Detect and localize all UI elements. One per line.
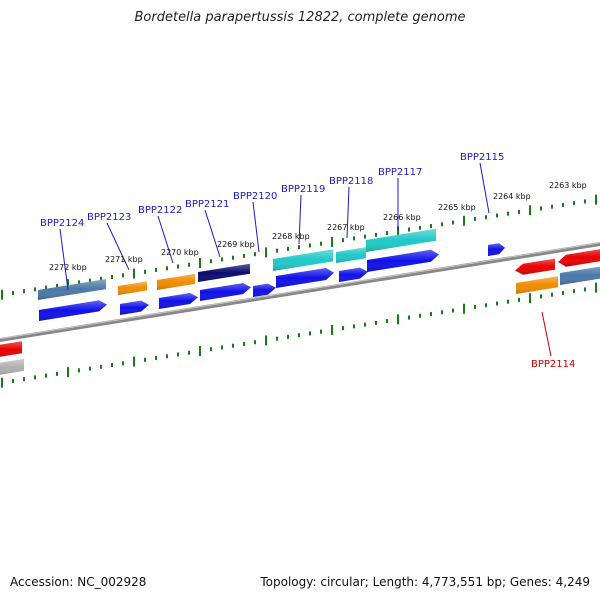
kbp-label: 2272 kbp xyxy=(49,263,87,272)
blue-feature-shade xyxy=(39,300,107,321)
gene-label-bpp2123: BPP2123 xyxy=(87,212,131,223)
red-feature-shade xyxy=(515,258,555,275)
genome-summary-text: Topology: circular; Length: 4,773,551 bp… xyxy=(260,575,590,589)
kbp-label: 2267 kbp xyxy=(327,223,365,232)
gene-label-bpp2119: BPP2119 xyxy=(281,184,325,195)
blue-feature-shade xyxy=(159,293,198,309)
backbone-highlight xyxy=(0,242,600,340)
blue-feature-shade xyxy=(200,283,251,301)
cyan-feature-shade xyxy=(336,247,366,263)
callout-line xyxy=(252,201,260,253)
accession-text: Accession: NC_002928 xyxy=(10,575,147,589)
blue-feature-shade xyxy=(488,243,505,256)
kbp-label: 2265 kbp xyxy=(438,203,476,212)
gene-label-bpp2120: BPP2120 xyxy=(233,191,277,202)
feature-track xyxy=(0,228,600,375)
blue-feature-shade xyxy=(367,249,439,272)
backbone-line xyxy=(0,241,600,343)
callout-line xyxy=(106,222,130,271)
kbp-label: 2268 kbp xyxy=(272,232,310,241)
callout-line xyxy=(204,209,221,258)
kbp-label: 2269 kbp xyxy=(217,240,255,249)
gene-label-bpp2124: BPP2124 xyxy=(40,218,84,229)
red-feature-shade xyxy=(558,249,600,267)
kbp-label: 2263 kbp xyxy=(549,181,587,190)
blue-feature-shade xyxy=(253,283,276,297)
gene-label-bpp2121: BPP2121 xyxy=(185,199,229,210)
callout-line xyxy=(59,228,69,291)
cyan-feature-shade xyxy=(366,228,436,252)
kbp-label: 2264 kbp xyxy=(493,192,531,201)
steelblue-feature-shade xyxy=(38,279,106,300)
kbp-label: 2270 kbp xyxy=(161,248,199,257)
navy-feature-shade xyxy=(198,263,250,282)
callout-line xyxy=(541,311,552,357)
gene-label-bpp2118: BPP2118 xyxy=(329,176,373,187)
steelblue-feature-shade xyxy=(560,266,600,285)
blue-feature-shade xyxy=(339,267,368,282)
inner-tick-track xyxy=(1,282,597,388)
gene-label-bpp2115: BPP2115 xyxy=(460,152,504,163)
kbp-label: 2271 kbp xyxy=(105,255,143,264)
gray-feature-shade xyxy=(0,358,24,375)
genome-backbone xyxy=(0,241,600,343)
cyan-feature-shade xyxy=(273,249,333,271)
callout-line xyxy=(479,162,490,214)
blue-feature-shade xyxy=(276,268,334,288)
kbp-label: 2266 kbp xyxy=(383,213,421,222)
red-feature-shade xyxy=(0,341,22,357)
orange-feature-shade xyxy=(157,273,195,290)
orange-feature-shade xyxy=(516,276,558,294)
map-title: Bordetella parapertussis 12822, complete… xyxy=(134,10,466,25)
callout-line xyxy=(298,194,302,245)
callout-line xyxy=(157,215,174,264)
callout-line xyxy=(346,186,350,239)
gene-label-bpp2122: BPP2122 xyxy=(138,205,182,216)
gene-label-bpp2117: BPP2117 xyxy=(378,167,422,178)
blue-feature-shade xyxy=(120,300,149,315)
orange-feature-shade xyxy=(118,281,147,295)
kbp-labels: 2272 kbp 2271 kbp 2270 kbp 2269 kbp 2268 kbp… xyxy=(49,181,587,272)
gene-label-bpp2114: BPP2114 xyxy=(531,359,575,370)
